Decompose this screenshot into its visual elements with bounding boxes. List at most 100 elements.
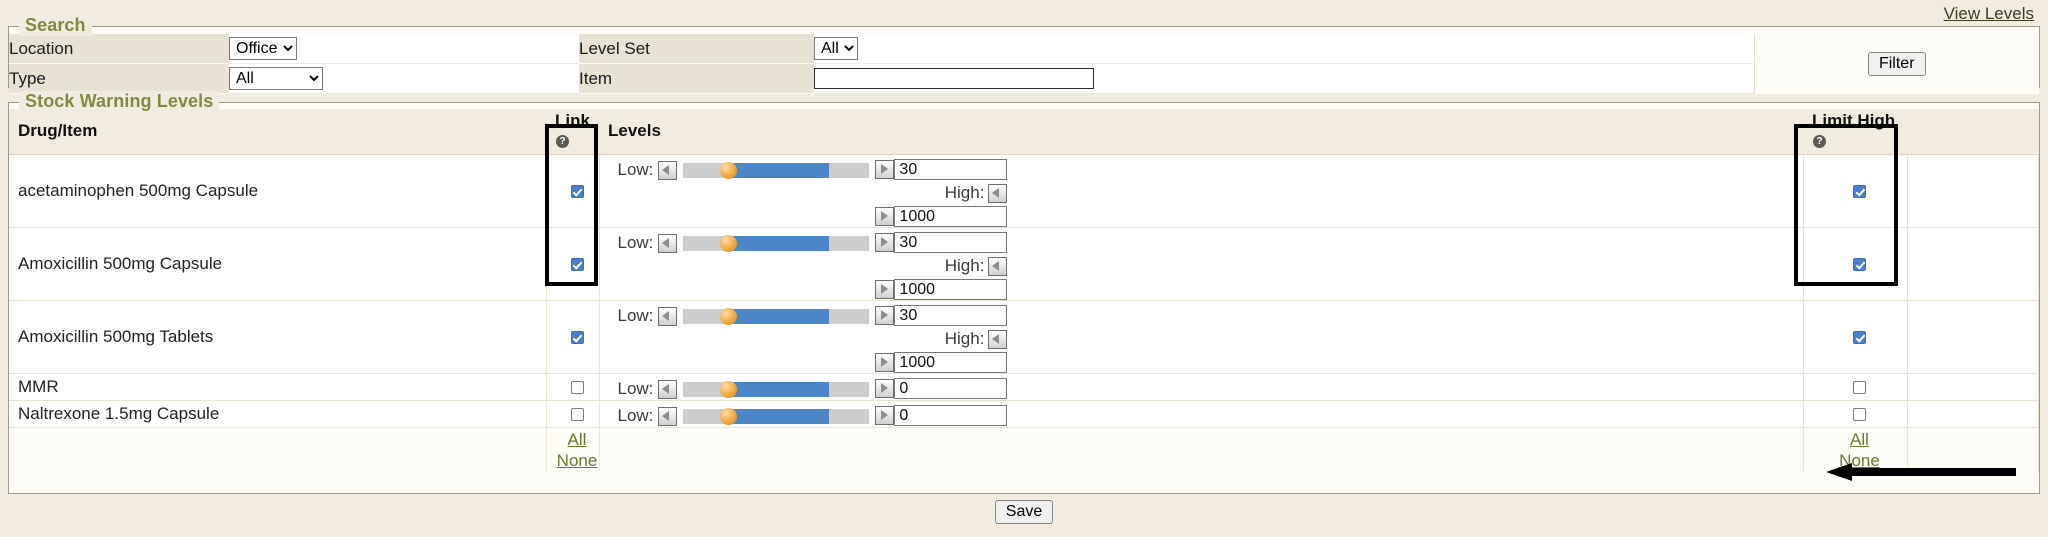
level-values-stack: High:	[875, 305, 1008, 373]
limit-high-select-none-link[interactable]: None	[1839, 451, 1880, 470]
low-value-input[interactable]	[894, 305, 1008, 326]
table-row: Naltrexone 1.5mg Capsule Low:	[9, 400, 2039, 428]
row-spacer-cell	[1907, 300, 2039, 374]
link-select-none-link[interactable]: None	[556, 451, 598, 470]
increment-arrow-icon[interactable]	[875, 160, 895, 179]
item-label: Item	[579, 63, 814, 94]
level-set-select[interactable]: All	[814, 37, 858, 60]
help-icon[interactable]: ?	[1813, 135, 1826, 148]
low-value-input[interactable]	[894, 378, 1008, 399]
increment-arrow-icon[interactable]	[875, 233, 895, 252]
decrement-arrow-icon[interactable]	[988, 256, 1008, 276]
link-checkbox[interactable]	[570, 381, 584, 395]
level-values-stack: High:	[875, 232, 1008, 300]
low-slider-row: Low:	[618, 378, 876, 400]
limit-high-checkbox[interactable]	[1853, 408, 1866, 422]
decrement-arrow-icon[interactable]	[658, 406, 678, 426]
level-slider-fill	[728, 408, 829, 424]
low-label: Low:	[617, 306, 654, 325]
high-value-row	[875, 206, 1008, 227]
help-icon[interactable]: ?	[556, 135, 569, 148]
level-slider-track[interactable]	[683, 234, 870, 252]
link-checkbox[interactable]	[570, 408, 584, 422]
high-value-input[interactable]	[894, 206, 1008, 227]
column-header-drug-item: Drug/Item	[9, 109, 546, 155]
decrement-arrow-icon[interactable]	[658, 379, 678, 399]
decrement-arrow-icon[interactable]	[988, 329, 1008, 349]
level-slider-fill	[728, 308, 829, 324]
increment-arrow-icon[interactable]	[875, 379, 895, 398]
view-levels-link[interactable]: View Levels	[1943, 4, 2034, 23]
location-select[interactable]: Office	[229, 37, 297, 60]
low-value-input[interactable]	[894, 159, 1008, 180]
table-row: acetaminophen 500mg Capsule Low: High:	[9, 154, 2039, 228]
level-slider-track[interactable]	[683, 307, 870, 325]
limit-high-checkbox[interactable]	[1853, 258, 1866, 272]
footer-select-cell: All None	[546, 427, 600, 471]
low-value-row	[875, 159, 1008, 180]
stock-warning-levels-table: Drug/Item Link? Levels Limit High? aceta…	[9, 109, 2039, 471]
low-slider-row: Low:	[618, 159, 876, 181]
search-panel: Search Location Office Level Set All	[8, 15, 2040, 94]
level-slider-track[interactable]	[683, 161, 870, 179]
increment-arrow-icon[interactable]	[875, 406, 895, 425]
footer-spacer-cell	[9, 427, 547, 471]
decrement-arrow-icon[interactable]	[658, 233, 678, 253]
level-slider-track[interactable]	[683, 380, 870, 398]
type-select[interactable]: All	[229, 67, 323, 90]
level-slider-track[interactable]	[683, 407, 870, 425]
high-value-input[interactable]	[894, 279, 1008, 300]
link-checkbox[interactable]	[570, 331, 584, 345]
row-levels-cell: Low:	[599, 400, 1804, 428]
link-checkbox[interactable]	[570, 185, 584, 199]
increment-arrow-icon[interactable]	[875, 280, 895, 299]
level-slider-group: Low:	[600, 401, 1803, 427]
limit-high-checkbox[interactable]	[1853, 381, 1866, 395]
link-select-all-link[interactable]: All	[567, 430, 587, 449]
level-slider-group: Low: High:	[600, 155, 1803, 227]
level-slider-knob[interactable]	[720, 380, 738, 398]
level-slider-knob[interactable]	[720, 407, 738, 425]
stock-warning-levels-panel: Stock Warning Levels Drug/Item Link? Lev…	[8, 91, 2040, 494]
low-label: Low:	[617, 379, 654, 398]
increment-arrow-icon[interactable]	[875, 306, 895, 325]
row-spacer-cell	[1907, 227, 2039, 301]
link-checkbox[interactable]	[570, 258, 584, 272]
decrement-arrow-icon[interactable]	[658, 160, 678, 180]
row-spacer-cell	[1907, 154, 2039, 228]
low-label: Low:	[617, 406, 654, 425]
level-slider-knob[interactable]	[720, 234, 738, 252]
levels-header-row: Drug/Item Link? Levels Limit High?	[9, 109, 2039, 155]
level-slider-group: Low:	[600, 374, 1803, 400]
filter-button[interactable]: Filter	[1867, 51, 1926, 76]
limit-high-checkbox[interactable]	[1853, 185, 1866, 199]
item-input[interactable]	[814, 68, 1094, 90]
low-value-input[interactable]	[894, 232, 1008, 253]
table-row: MMR Low:	[9, 373, 2039, 401]
limit-high-select-all-link[interactable]: All	[1850, 430, 1869, 449]
row-levels-cell: Low: High:	[599, 300, 1804, 374]
row-levels-cell: Low: High:	[599, 227, 1804, 301]
search-panel-legend: Search	[19, 15, 92, 36]
level-slider-knob[interactable]	[720, 307, 738, 325]
increment-arrow-icon[interactable]	[875, 207, 895, 226]
high-label: High:	[944, 183, 985, 202]
row-drug-item-name: MMR	[9, 373, 547, 401]
level-slider-fill	[728, 381, 829, 397]
high-label: High:	[944, 329, 985, 348]
row-limit-high-cell	[1803, 227, 1908, 301]
column-header-limit-high: Limit High?	[1803, 109, 1907, 155]
row-link-cell	[546, 373, 600, 401]
row-link-cell	[546, 154, 600, 228]
high-label-row: High:	[875, 255, 1008, 277]
decrement-arrow-icon[interactable]	[658, 306, 678, 326]
low-value-input[interactable]	[894, 405, 1008, 426]
footer-select-cell: All None	[1803, 427, 1908, 471]
level-slider-knob[interactable]	[720, 161, 738, 179]
decrement-arrow-icon[interactable]	[988, 183, 1008, 203]
save-button[interactable]: Save	[994, 500, 1054, 524]
high-value-input[interactable]	[894, 352, 1008, 373]
limit-high-checkbox[interactable]	[1853, 331, 1866, 345]
increment-arrow-icon[interactable]	[875, 353, 895, 372]
level-slider-fill	[728, 235, 829, 251]
